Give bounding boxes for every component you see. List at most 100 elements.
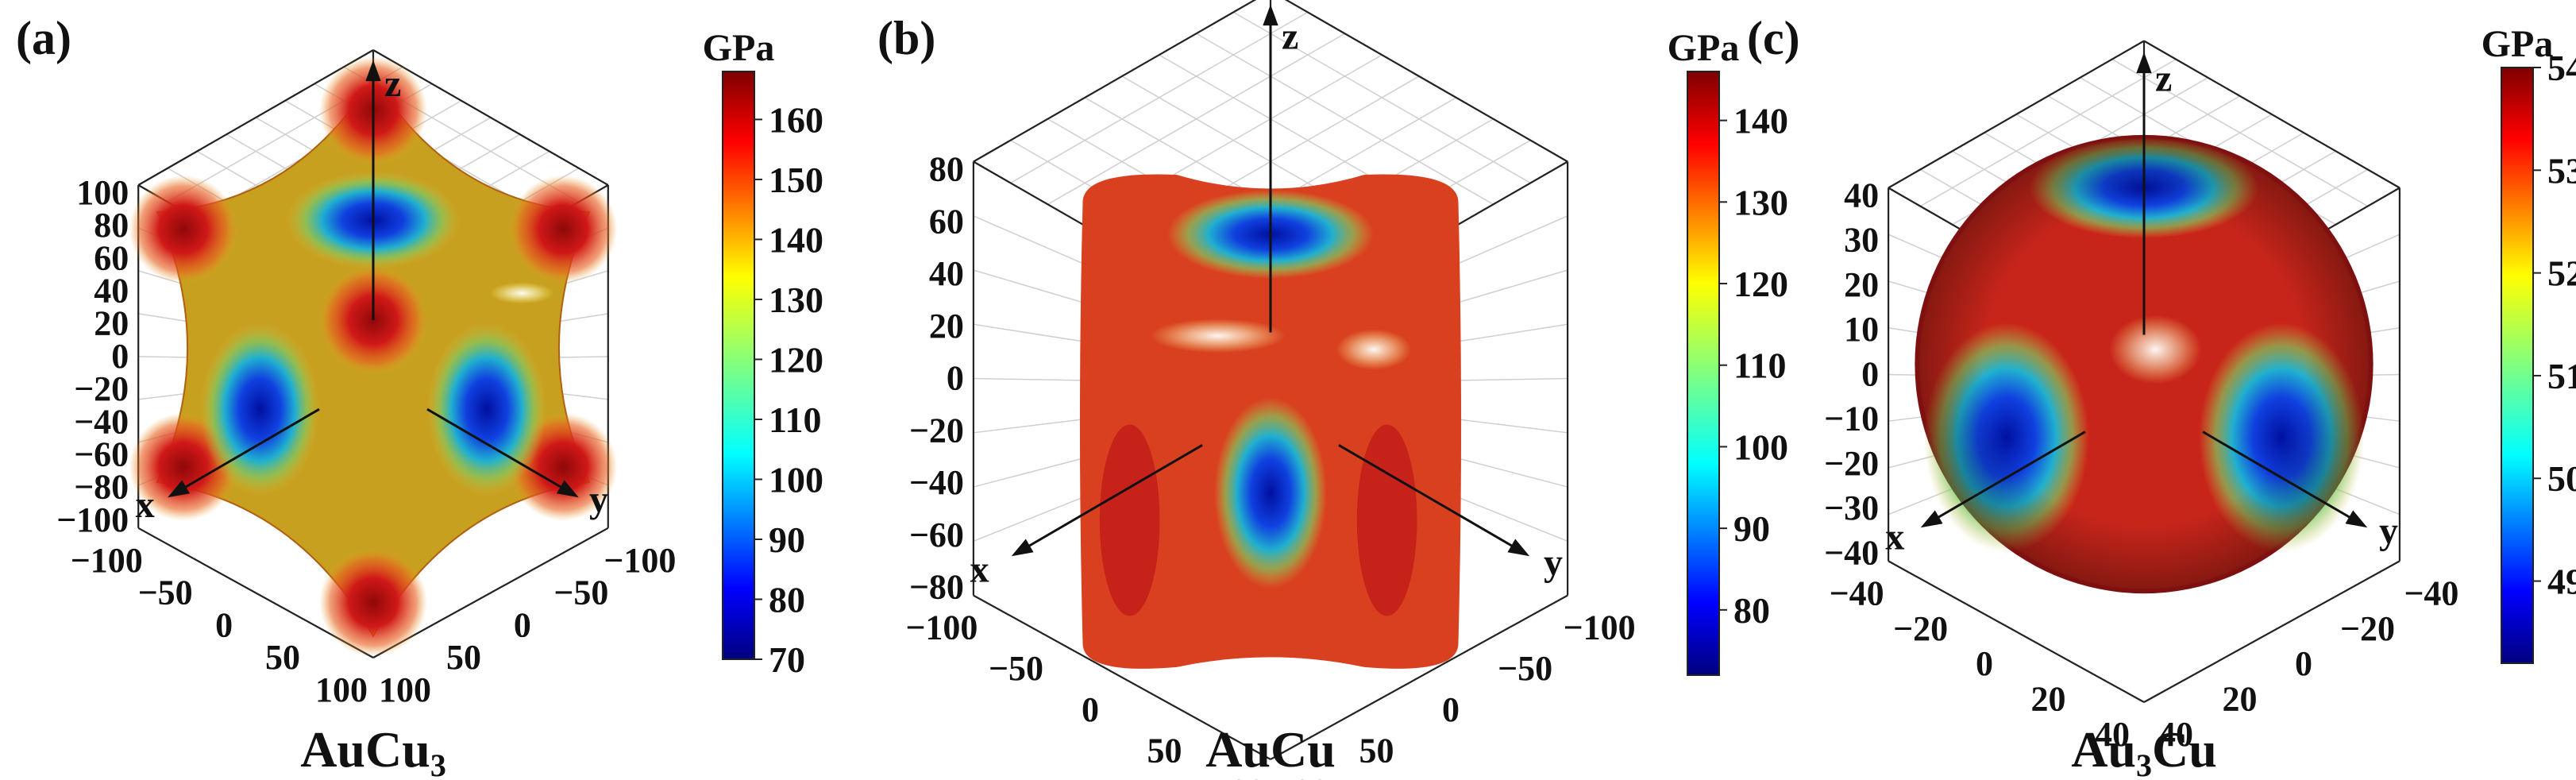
colorbar-tick-label: 120 (769, 339, 823, 380)
z-tick-label: 20 (929, 307, 964, 346)
colorbar-unit: GPa (1668, 27, 1740, 69)
y-tick-label: 0 (514, 605, 531, 644)
z-tick-labels: 40 30 20 10 0 −10 −20 −30 −40 (1824, 176, 1879, 573)
x-axis-arrow (170, 407, 320, 497)
z-tick-label: −80 (74, 468, 129, 507)
highlight (489, 282, 554, 304)
x-tick-labels: −40−20 0 20 40 (1830, 573, 2130, 754)
colorbar-unit: GPa (703, 27, 775, 69)
minimum-spot-y (427, 322, 546, 496)
material-label: AuCu (1205, 721, 1336, 778)
colorbar-tick-label: 150 (769, 160, 823, 200)
z-tick-label: −40 (909, 463, 964, 502)
y-axis-arrow (426, 407, 577, 497)
colorbar-tick-label: 90 (769, 519, 805, 560)
z-tick-label: −60 (909, 515, 964, 554)
maximum-band-right (1356, 424, 1417, 616)
surface (1915, 134, 2374, 594)
colorbar-tick-label: 50 (2547, 458, 2576, 499)
x-tick-label: 40 (2095, 715, 2130, 754)
x-axis-name: x (1885, 516, 1904, 558)
z-tick-label: 60 (94, 238, 129, 277)
z-tick-label: −40 (74, 402, 129, 441)
minimum-spot-x (200, 322, 319, 496)
colorbar-tick-label: 110 (1733, 346, 1786, 386)
y-tick-label: −50 (553, 573, 608, 612)
material-label: Au3Cu (2071, 721, 2217, 780)
colorbar-tick-label: 51 (2547, 356, 2576, 396)
z-tick-label: 10 (1844, 310, 1879, 349)
colorbar: GPa 80 90 100 110 120 130 140 (1668, 27, 1788, 676)
z-tick-label: −10 (1824, 400, 1879, 438)
y-tick-label: −100 (1564, 608, 1636, 647)
colorbar-tick-label: 80 (769, 579, 805, 620)
z-tick-label: 40 (1844, 176, 1879, 215)
y-tick-label: 50 (1359, 731, 1394, 770)
x-tick-label: −40 (1830, 573, 1884, 612)
y-tick-label: 50 (446, 638, 481, 677)
colorbar-tick-label: 120 (1733, 264, 1788, 304)
z-tick-label: 0 (111, 337, 129, 376)
y-tick-label: 0 (1442, 690, 1460, 729)
maximum-lobe (509, 175, 618, 284)
x-tick-label: −50 (138, 573, 193, 612)
colorbar-tick-label: 54 (2547, 48, 2576, 88)
colorbar-gradient (1687, 71, 1720, 676)
maximum-lobe (129, 175, 237, 284)
y-tick-label: 100 (379, 670, 431, 709)
z-tick-label: −60 (74, 434, 129, 473)
colorbar-tick-label: 130 (1733, 182, 1788, 222)
x-tick-label: 0 (1082, 690, 1099, 729)
x-axis-name: x (970, 548, 989, 590)
z-tick-label: 60 (929, 202, 964, 241)
z-tick-label: −20 (909, 411, 964, 450)
axis-arrows (168, 60, 579, 498)
x-tick-label: −100 (71, 541, 143, 580)
colorbar-tick-label: 100 (1733, 427, 1788, 467)
z-axis-name: z (2155, 57, 2172, 99)
z-tick-label: 20 (1844, 265, 1879, 304)
axis-arrows (1920, 52, 2368, 528)
z-tick-label: −80 (909, 568, 964, 607)
x-tick-label: 0 (1976, 644, 1993, 683)
y-tick-label: −100 (604, 541, 676, 580)
panel-label: (c) (1747, 12, 1800, 64)
y-tick-labels: −100−50 0 50 100 (379, 541, 676, 709)
x-tick-label: 50 (265, 638, 300, 677)
y-axis-arrow (1338, 444, 1528, 556)
material-label: AuCu3 (300, 721, 446, 780)
y-axis-arrow (2202, 431, 2366, 527)
y-tick-label: −40 (2404, 573, 2458, 612)
colorbar-tick-label: 100 (769, 459, 823, 500)
maximum-band-left (1099, 424, 1160, 616)
x-axis-name: x (136, 484, 155, 526)
z-tick-label: 0 (947, 359, 964, 398)
z-tick-label: 80 (929, 150, 964, 189)
z-tick-label: 40 (94, 272, 129, 311)
y-tick-label: −20 (2340, 609, 2395, 648)
z-tick-label: 30 (1844, 221, 1879, 260)
colorbar-tick-label: 90 (1733, 508, 1770, 549)
panel-3: zx y403020100−10−20−30−40−40−2002040−40−2… (1747, 12, 2576, 780)
panel-1: zx y100806040200−20−40−60−80−100−100−5005… (16, 12, 823, 780)
z-tick-label: 40 (929, 254, 964, 293)
y-tick-label: 0 (2295, 644, 2312, 683)
x-tick-label: 0 (215, 605, 233, 644)
highlight (1150, 319, 1286, 353)
colorbar-tick-label: 110 (769, 400, 821, 440)
y-axis-name: y (2379, 510, 2398, 552)
panel-label: (b) (877, 12, 935, 64)
panel-2: zxy806040200−20−40−60−80−100−50050100−10… (877, 0, 1788, 780)
y-tick-label: 100 (1276, 772, 1328, 780)
colorbar-gradient (2501, 67, 2534, 664)
z-tick-label: 80 (94, 206, 129, 245)
surface (1079, 174, 1462, 669)
maximum-lobe (319, 548, 427, 657)
axis-arrows (1011, 4, 1530, 557)
minimum-spot-front (1214, 397, 1327, 589)
x-axis-arrow (1922, 431, 2086, 527)
